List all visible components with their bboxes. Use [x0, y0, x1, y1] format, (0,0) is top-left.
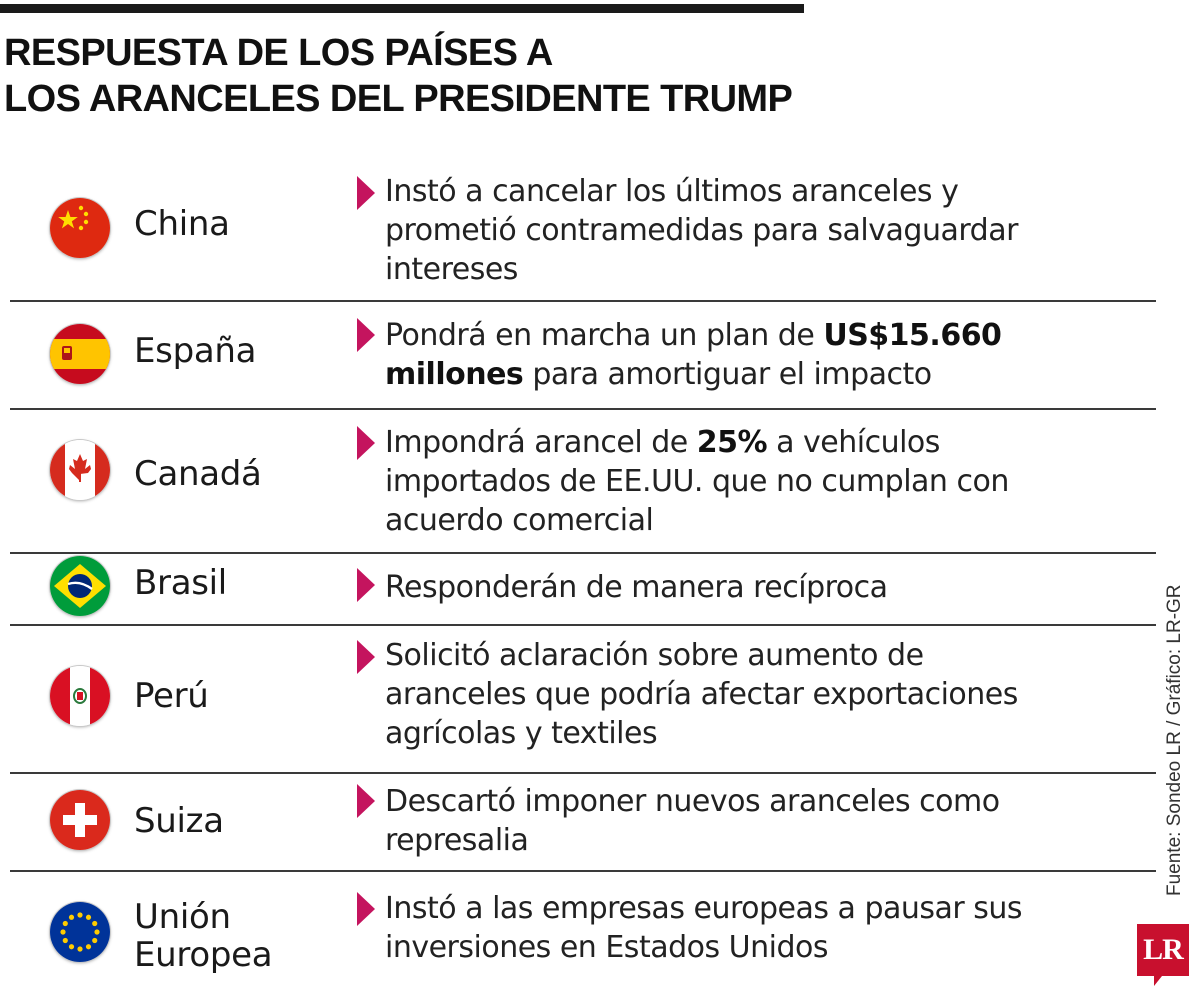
eu-flag-icon — [50, 902, 110, 962]
response-line: acuerdo comercial — [385, 503, 654, 538]
eu-star — [62, 937, 68, 944]
lr-logo: LR — [1137, 924, 1189, 976]
highlight-amount: US$15.660 — [823, 318, 1002, 353]
country-name: Canadá — [134, 454, 262, 494]
eu-star — [92, 920, 98, 927]
eu-star — [68, 914, 75, 920]
peru-flag-icon — [50, 666, 110, 726]
row-union-europea: Unión Europea Instó a las empresas europ… — [0, 872, 1156, 1001]
country-name: Unión Europea — [134, 897, 273, 975]
highlight-percent: 25% — [696, 425, 768, 460]
response-line: aranceles que podría afectar exportacion… — [385, 677, 1018, 712]
eu-star — [94, 929, 100, 935]
row-divider — [10, 772, 1156, 774]
row-china: China Instó a cancelar los últimos aranc… — [0, 160, 1156, 302]
eu-star — [62, 920, 68, 927]
eu-star — [77, 912, 83, 918]
eu-star — [92, 937, 98, 944]
arrow-icon — [357, 318, 375, 352]
row-divider — [10, 870, 1156, 872]
response-line: Descartó imponer nuevos aranceles como — [385, 784, 1000, 819]
highlight-unit: millones — [385, 357, 524, 392]
arrow-icon — [357, 426, 375, 460]
arrow-icon — [357, 640, 375, 674]
row-divider — [10, 408, 1156, 410]
response-line: importados de EE.UU. que no cumplan con — [385, 464, 1009, 499]
country-name: China — [134, 204, 230, 244]
spain-flag-icon — [50, 324, 110, 384]
arrow-icon — [357, 176, 375, 210]
source-credit: Fuente: Sondeo LR / Gráfico: LR-GR — [1164, 584, 1185, 896]
page-title: RESPUESTA DE LOS PAÍSES A LOS ARANCELES … — [4, 30, 793, 122]
country-name: Brasil — [134, 563, 227, 603]
response-line: inversiones en Estados Unidos — [385, 930, 829, 965]
country-response: Instó a las empresas europeas a pausar s… — [385, 889, 1105, 967]
row-espana: España Pondrá en marcha un plan de US$15… — [0, 302, 1156, 410]
eu-star — [77, 946, 83, 952]
switzerland-flag-icon — [50, 790, 110, 850]
eu-star — [85, 944, 92, 950]
country-response: Pondrá en marcha un plan de US$15.660 mi… — [385, 316, 1105, 394]
country-response: Solicitó aclaración sobre aumento de ara… — [385, 636, 1105, 753]
response-line: Responderán de manera recíproca — [385, 570, 888, 605]
lr-logo-tail — [1154, 976, 1162, 986]
response-line: intereses — [385, 252, 518, 287]
response-line: Solicitó aclaración sobre aumento de — [385, 638, 924, 673]
response-line: Impondrá arancel de 25% a vehículos — [385, 425, 940, 460]
arrow-icon — [357, 568, 375, 602]
row-divider — [10, 552, 1156, 554]
country-name: Suiza — [134, 801, 224, 841]
title-line-1: RESPUESTA DE LOS PAÍSES A — [4, 32, 553, 74]
eu-star — [60, 929, 66, 935]
arrow-icon — [357, 784, 375, 818]
country-name: Perú — [134, 676, 209, 716]
top-rule — [0, 4, 804, 13]
row-divider — [10, 300, 1156, 302]
brazil-flag-icon — [50, 556, 110, 616]
response-line: Instó a cancelar los últimos aranceles y — [385, 174, 959, 209]
row-brasil: Brasil Responderán de manera recíproca — [0, 554, 1156, 626]
country-response: Responderán de manera recíproca — [385, 568, 1105, 607]
country-name: España — [134, 331, 257, 371]
row-suiza: Suiza Descartó imponer nuevos aranceles … — [0, 774, 1156, 872]
china-flag-icon — [50, 198, 110, 258]
eu-star — [68, 944, 75, 950]
response-line: Instó a las empresas europeas a pausar s… — [385, 891, 1023, 926]
country-response: Impondrá arancel de 25% a vehículos impo… — [385, 423, 1105, 540]
row-peru: Perú Solicitó aclaración sobre aumento d… — [0, 626, 1156, 774]
title-line-2: LOS ARANCELES DEL PRESIDENTE TRUMP — [4, 78, 793, 120]
response-line: represalia — [385, 823, 529, 858]
eu-star — [85, 914, 92, 920]
response-line: Pondrá en marcha un plan de US$15.660 — [385, 318, 1002, 353]
country-response: Descartó imponer nuevos aranceles como r… — [385, 782, 1105, 860]
country-response: Instó a cancelar los últimos aranceles y… — [385, 172, 1105, 289]
row-canada: Canadá Impondrá arancel de 25% a vehícul… — [0, 410, 1156, 554]
arrow-icon — [357, 892, 375, 926]
response-line: agrícolas y textiles — [385, 716, 658, 751]
response-line: prometió contramedidas para salvaguardar — [385, 213, 1018, 248]
row-divider — [10, 624, 1156, 626]
canada-flag-icon — [50, 440, 110, 500]
response-line: millones para amortiguar el impacto — [385, 357, 932, 392]
